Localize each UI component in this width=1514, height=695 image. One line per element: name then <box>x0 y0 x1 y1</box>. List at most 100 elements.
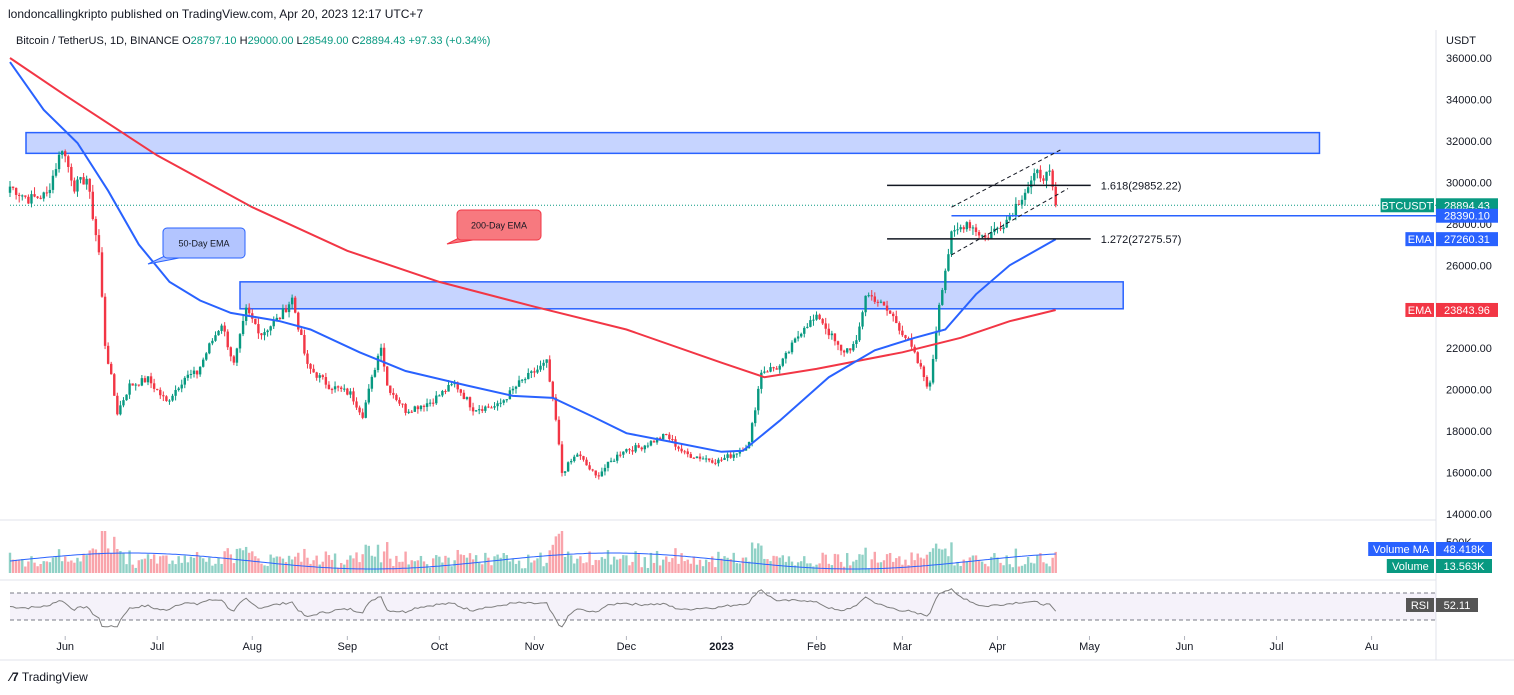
candle <box>487 403 490 409</box>
volume-bar <box>499 557 502 573</box>
candle <box>474 409 478 412</box>
price-badge-bg <box>1436 232 1498 247</box>
candle <box>867 292 870 298</box>
volume-badge-name-bg <box>1368 542 1434 556</box>
candle <box>8 181 12 197</box>
candle <box>306 349 309 369</box>
volume-bar <box>582 563 585 573</box>
candle <box>33 187 36 198</box>
candle <box>594 470 597 479</box>
volume-badge-value: 13.563K <box>1444 561 1486 573</box>
volume-bar <box>361 554 364 573</box>
volume-bar <box>941 549 944 573</box>
volume-bar <box>882 560 886 573</box>
fib-level-label: 1.272(27275.57) <box>1101 234 1182 246</box>
volume-bar <box>879 562 883 573</box>
volume-bar <box>806 563 809 573</box>
volume-bar <box>186 562 190 573</box>
candle <box>888 310 892 314</box>
candle <box>425 398 429 412</box>
y-tick-label: 22000.00 <box>1446 343 1492 355</box>
volume-bar <box>438 556 441 573</box>
volume-bar <box>655 550 659 573</box>
volume-bar <box>51 557 55 573</box>
candle <box>18 192 21 203</box>
candle <box>392 388 395 399</box>
volume-bar <box>110 553 113 573</box>
candle <box>539 360 542 372</box>
candle <box>312 364 315 373</box>
volume-bar <box>545 562 548 573</box>
volume-bar <box>401 561 404 573</box>
volume-bar <box>747 561 751 573</box>
price-badge-name-bg <box>1380 198 1434 213</box>
price-badge-name: EMA <box>1408 305 1433 317</box>
candle <box>996 226 999 234</box>
volume-bar <box>370 555 374 573</box>
volume-badge-name: Volume <box>1392 561 1429 573</box>
volume-bar <box>263 565 266 573</box>
ema200-line <box>9 57 1056 379</box>
volume-bar <box>1039 553 1042 573</box>
volume-bar <box>536 558 539 573</box>
volume-bar <box>217 557 220 573</box>
candle <box>517 375 521 388</box>
volume-bar <box>235 548 239 573</box>
candle <box>496 400 499 411</box>
candle <box>401 403 404 408</box>
volume-bar <box>984 563 987 573</box>
candle <box>217 330 220 336</box>
y-tick-label: 30000.00 <box>1446 177 1492 189</box>
volume-bar <box>453 560 456 573</box>
volume-bar <box>640 567 643 573</box>
price-badge-value: 23843.96 <box>1444 305 1490 317</box>
volume-bar <box>511 558 515 573</box>
volume-bar <box>717 551 720 573</box>
candle <box>760 369 763 394</box>
candle <box>1048 164 1051 176</box>
candle <box>600 467 604 477</box>
callout-text: 200-Day EMA <box>471 221 527 231</box>
volume-bar <box>272 557 275 573</box>
volume-bar <box>720 558 723 573</box>
candle <box>281 304 285 320</box>
candle <box>177 386 180 392</box>
volume-bar <box>600 557 604 573</box>
volume-bar <box>116 548 119 573</box>
volume-bar <box>42 561 45 573</box>
volume-bar <box>643 557 646 573</box>
volume-bar <box>505 555 508 573</box>
candle <box>134 383 137 391</box>
candle <box>956 222 959 235</box>
volume-bar <box>698 559 702 573</box>
candle <box>352 387 355 405</box>
volume-bar <box>1005 555 1008 573</box>
x-tick-label: May <box>1079 641 1100 653</box>
volume-bar <box>484 552 487 573</box>
volume-bar <box>566 551 570 573</box>
volume-bar <box>205 561 208 573</box>
volume-bar <box>478 562 481 573</box>
candle <box>898 321 901 335</box>
candle <box>1042 175 1045 185</box>
candle <box>327 381 331 390</box>
candle <box>665 433 668 436</box>
candle <box>321 374 324 380</box>
volume-bar <box>266 565 269 573</box>
volume-bar <box>895 558 898 573</box>
candle <box>355 397 358 410</box>
volume-bar <box>757 543 760 573</box>
volume-bar <box>723 556 726 573</box>
volume-bar <box>432 558 435 573</box>
volume-bar <box>560 531 564 573</box>
volume-bar <box>14 559 18 573</box>
candle <box>999 221 1002 232</box>
candle <box>226 329 229 350</box>
volume-bar <box>57 549 61 573</box>
candle <box>649 439 653 447</box>
volume-bar <box>91 548 94 573</box>
volume-bar <box>1014 548 1018 573</box>
volume-bar <box>517 560 521 573</box>
price-badge-bg <box>1436 302 1498 317</box>
